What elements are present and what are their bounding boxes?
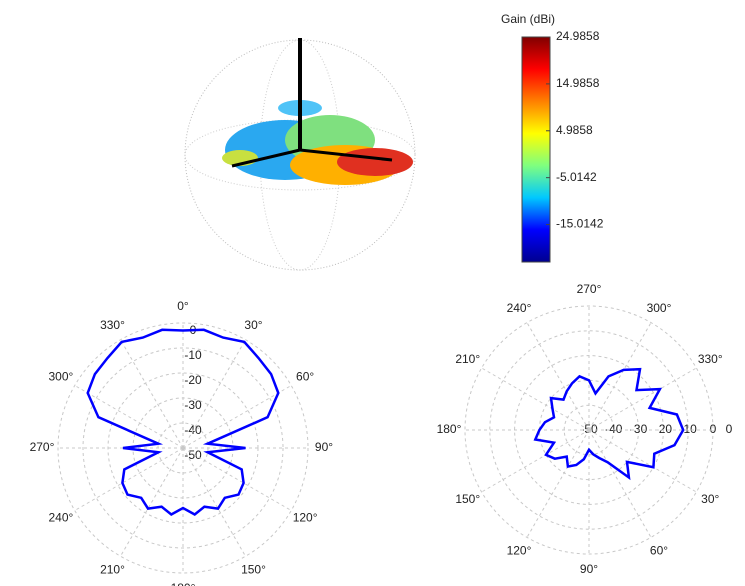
r-tick-label: -10 <box>184 348 202 362</box>
colorbar-label: Gain (dBi) <box>501 12 555 26</box>
theta-tick-label: 60° <box>650 543 668 557</box>
colorbar-tick-label: -15.0142 <box>556 217 604 231</box>
theta-tick-label: 150° <box>241 562 266 576</box>
theta-tick-label: 300° <box>647 301 672 315</box>
theta-tick-label: 180° <box>171 581 196 586</box>
colorbar <box>521 36 551 263</box>
grid-circle <box>57 322 309 574</box>
r-tick-label: -40 <box>605 422 623 436</box>
theta-tick-label: 330° <box>100 318 125 332</box>
grid-circle <box>464 305 714 555</box>
grid-spoke <box>526 322 590 431</box>
pattern-line <box>86 328 280 517</box>
theta-tick-label: 120° <box>507 543 532 557</box>
colorbar-tick-label: 24.9858 <box>556 29 600 43</box>
theta-tick-label: 210° <box>455 352 480 366</box>
colorbar-tick-label: 14.9858 <box>556 76 600 90</box>
r-tick-label: -10 <box>680 422 698 436</box>
r-tick-label: -20 <box>655 422 673 436</box>
theta-tick-label: 120° <box>293 511 318 525</box>
sphere-3d <box>184 38 416 271</box>
pattern-line <box>533 367 685 481</box>
colorbar-tick-label: -5.0142 <box>556 170 597 184</box>
grid-spoke <box>120 339 184 449</box>
grid-spoke <box>588 367 697 431</box>
theta-tick-label: 90° <box>315 440 333 454</box>
grid-spoke <box>588 429 652 538</box>
axis-y <box>299 148 393 162</box>
theta-tick-label: 330° <box>698 352 723 366</box>
theta-tick-label: 300° <box>48 370 73 384</box>
colorbar-tick-label: 4.9858 <box>556 123 593 137</box>
theta-tick-label: 0 <box>726 422 733 436</box>
grid-spoke <box>526 429 590 538</box>
theta-tick-label: 90° <box>580 562 598 576</box>
r-tick-label: -30 <box>184 398 202 412</box>
theta-tick-label: 210° <box>100 562 125 576</box>
grid-spoke <box>74 447 184 511</box>
theta-tick-label: 270° <box>30 440 55 454</box>
theta-tick-label: 60° <box>296 370 314 384</box>
pattern-lobe <box>337 148 413 176</box>
grid-spoke <box>182 447 246 557</box>
r-tick-label: -20 <box>184 373 202 387</box>
grid-spoke <box>588 429 697 493</box>
grid-spoke <box>588 322 652 431</box>
grid-spoke <box>74 385 184 449</box>
grid-spoke <box>182 385 292 449</box>
r-tick-label: 0 <box>710 422 717 436</box>
grid-circle <box>489 330 689 530</box>
grid-spoke <box>481 429 590 493</box>
theta-tick-label: 30° <box>244 318 262 332</box>
theta-tick-label: 150° <box>455 492 480 506</box>
theta-tick-label: 30° <box>701 492 719 506</box>
grid-spoke <box>120 447 184 557</box>
theta-tick-label: 180° <box>437 422 462 436</box>
theta-tick-label: 0° <box>177 299 189 313</box>
grid-spoke <box>481 367 590 431</box>
theta-tick-label: 270° <box>577 282 602 296</box>
grid-circle <box>82 347 284 549</box>
grid-spoke <box>182 447 292 511</box>
axis-x <box>231 148 301 168</box>
theta-tick-label: 240° <box>507 301 532 315</box>
r-tick-label: -30 <box>630 422 648 436</box>
theta-tick-label: 240° <box>48 511 73 525</box>
grid-spoke <box>182 339 246 449</box>
